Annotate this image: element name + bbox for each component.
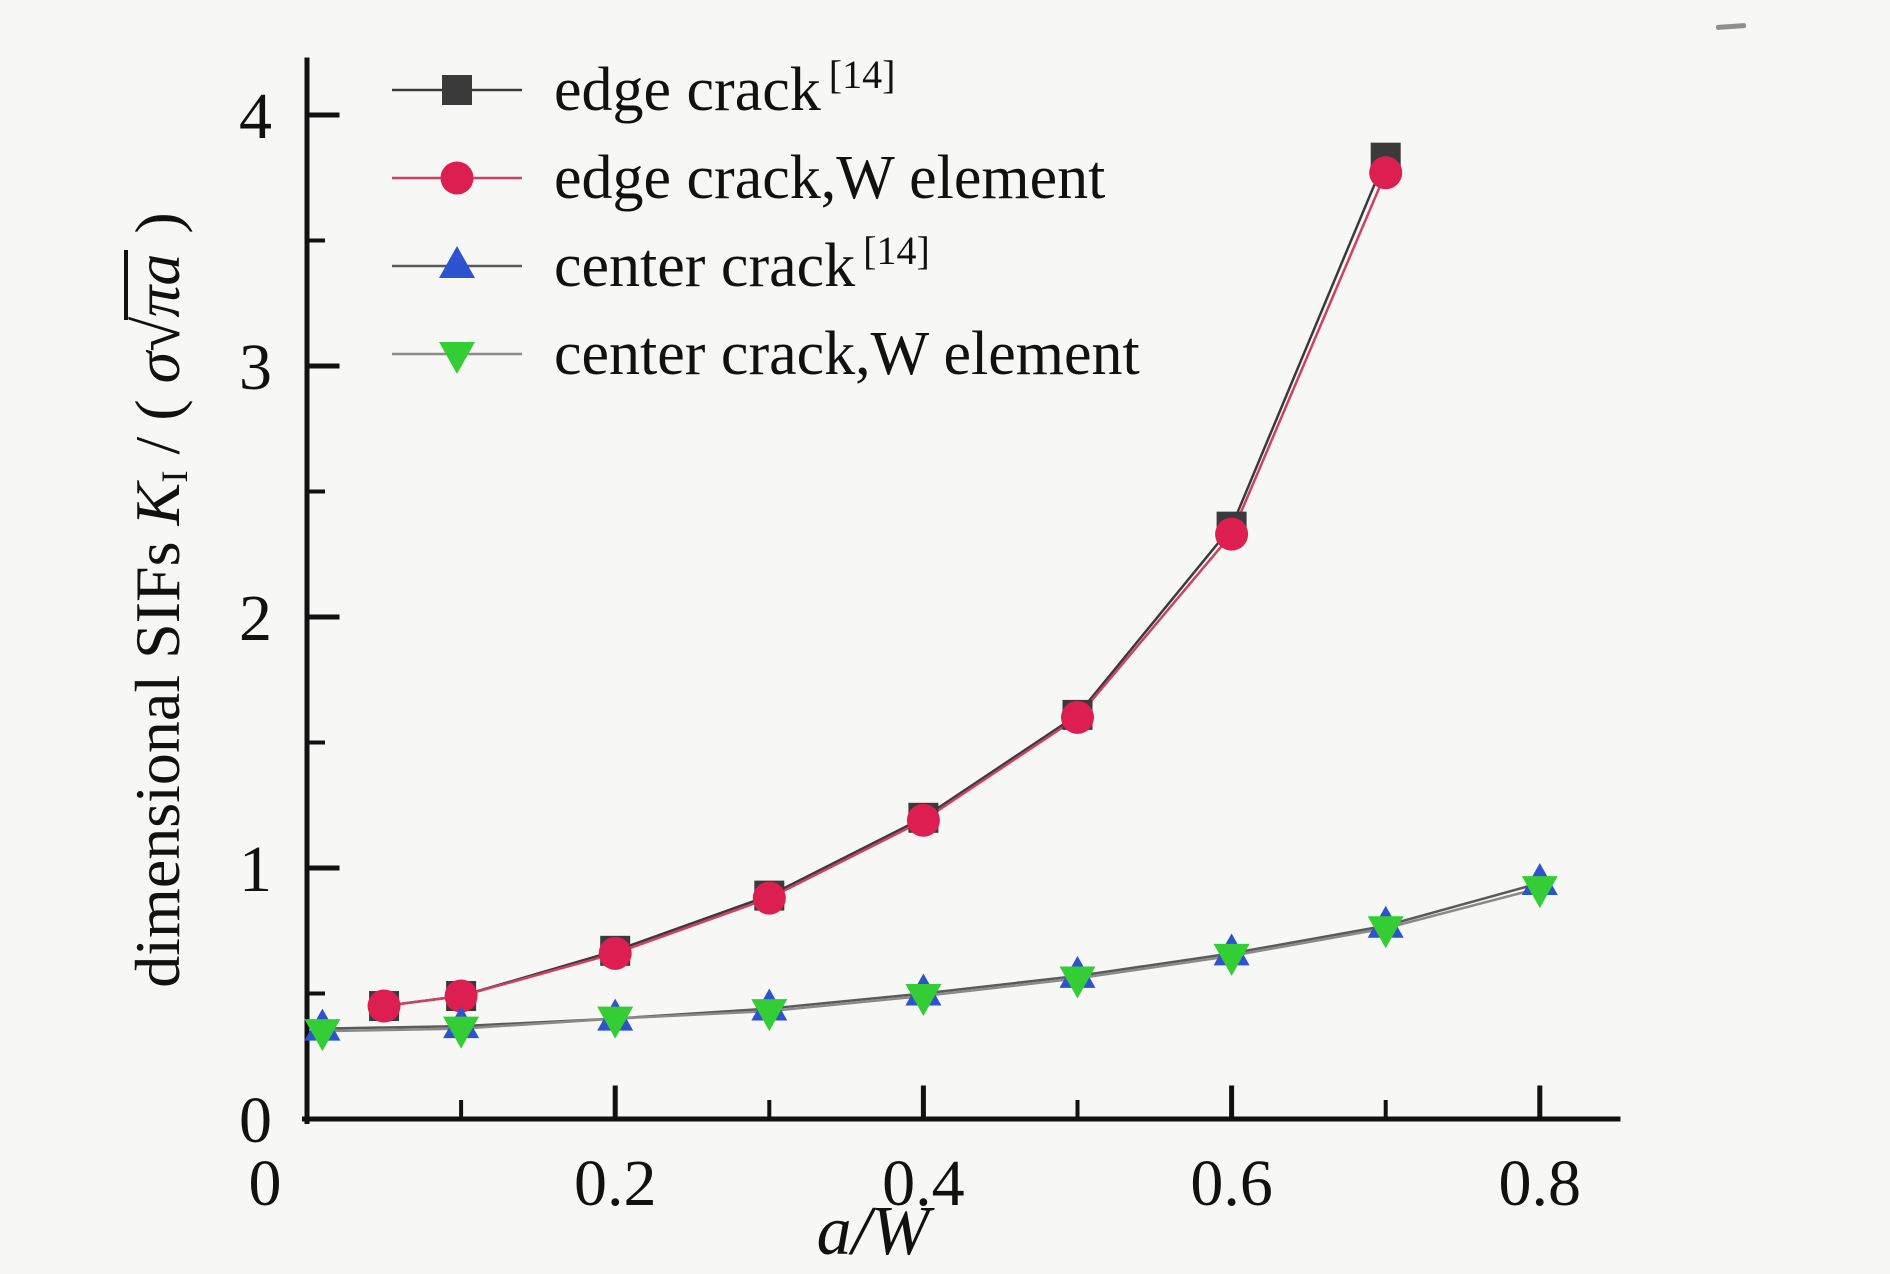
data-point-triangle-down [1521, 876, 1558, 909]
legend-item-edge-crack-w: edge crack,W element [388, 134, 1148, 222]
data-point-circle [1369, 156, 1403, 190]
legend: edge crack [14] edge crack,W element cent… [388, 46, 1148, 398]
legend-label-edge-crack-w: edge crack,W element [554, 144, 1106, 212]
legend-swatch-edge-crack-ref [392, 75, 522, 105]
data-point-triangle-down [751, 999, 788, 1032]
data-point-circle [1061, 700, 1094, 734]
data-point-circle [752, 881, 786, 915]
legend-item-edge-crack-ref: edge crack [14] [388, 46, 1148, 134]
x-tick-label: 0.2 [574, 1147, 657, 1220]
data-point-circle [444, 979, 478, 1013]
legend-swatch-center-crack-ref [392, 246, 522, 278]
data-point-circle [1215, 517, 1249, 551]
citation-superscript: [14] [863, 228, 930, 273]
data-point-triangle-down [905, 984, 942, 1017]
data-point-triangle-down [1367, 916, 1404, 949]
legend-label-edge-crack-ref: edge crack [14] [554, 52, 896, 124]
data-point-circle [598, 936, 632, 970]
x-tick-label: 0.6 [1190, 1147, 1273, 1220]
legend-item-center-crack-ref: center crack [14] [388, 222, 1148, 310]
x-tick-label: 0.4 [882, 1147, 965, 1220]
series-line-3 [322, 886, 1541, 1033]
x-tick-label: 0 [249, 1147, 282, 1220]
legend-label-center-crack-ref: center crack [14] [554, 228, 930, 300]
series-line-2 [322, 881, 1541, 1030]
y-tick-label: 1 [239, 833, 272, 906]
y-tick-label: 3 [239, 331, 272, 404]
legend-swatch-center-crack-w [392, 342, 522, 374]
data-point-circle [906, 803, 940, 837]
data-point-circle [367, 989, 401, 1023]
x-tick-label: 0.8 [1499, 1147, 1582, 1220]
series-line-1 [383, 172, 1387, 1008]
data-point-triangle-down [443, 1016, 480, 1049]
legend-label-center-crack-w: center crack,W element [554, 320, 1140, 388]
y-tick-label: 4 [239, 80, 272, 153]
data-point-triangle-down [1059, 966, 1096, 999]
data-point-triangle-down [304, 1019, 341, 1052]
data-point-circle [440, 161, 474, 195]
data-point-triangle-down [1213, 943, 1250, 976]
legend-swatch-edge-crack-w [392, 161, 522, 195]
y-axis-label: dimensional SIFs KI / ( σ√πa ) [122, 212, 197, 988]
y-tick-label: 0 [239, 1084, 272, 1157]
citation-superscript: [14] [828, 52, 896, 97]
data-point-square [442, 75, 472, 105]
data-point-triangle-up [439, 246, 475, 278]
data-point-triangle-down [597, 1006, 634, 1039]
data-point-triangle-down [439, 342, 475, 374]
legend-item-center-crack-w: center crack,W element [388, 310, 1148, 398]
x-axis-label: a/W [816, 1193, 930, 1270]
y-tick-label: 2 [239, 582, 272, 655]
